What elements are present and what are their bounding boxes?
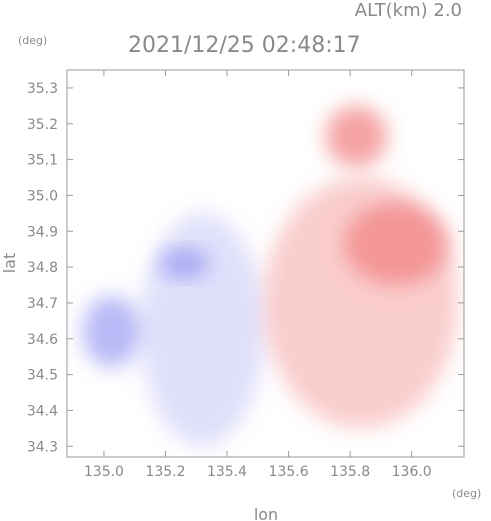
y-tick-label: 34.9 [27,224,58,240]
chart-subtitle: ALT(km) 2.0 [355,0,462,21]
y-unit-label: (deg) [18,34,47,47]
x-tick-label: 135.6 [269,464,309,480]
plot-area [82,105,458,447]
heatmap-region-0 [140,213,264,447]
heatmap-layer [82,105,458,447]
plot-frame [66,69,465,458]
heatmap-region-4 [343,202,449,285]
x-unit-label: (deg) [452,487,481,500]
x-tick-label: 135.4 [207,464,247,480]
y-tick-label: 35.0 [27,188,58,204]
y-axis-ticks: 34.3 34.4 34.5 34.6 34.7 34.8 34.9 35.0 35.1 35.2… [27,81,464,455]
y-tick-label: 34.3 [27,439,58,455]
y-tick-label: 34.8 [27,260,58,276]
y-tick-label: 35.2 [27,117,58,133]
y-tick-label: 34.7 [27,296,58,312]
y-tick-label: 34.6 [27,332,58,348]
x-tick-label: 135.0 [84,464,124,480]
heatmap-region-2 [159,249,209,278]
y-axis-label: lat [0,253,19,274]
x-axis-ticks: 135.0 135.2 135.4 135.6 135.8 136.0 [84,70,432,480]
x-tick-label: 135.8 [330,464,370,480]
y-tick-label: 35.1 [27,153,58,169]
y-tick-label: 35.3 [27,81,58,97]
x-tick-label: 136.0 [392,464,432,480]
heatmap-region-1 [82,295,141,368]
x-axis-label: lon [254,505,278,521]
y-tick-label: 34.4 [27,403,58,419]
y-tick-label: 34.5 [27,368,58,384]
chart-title: 2021/12/25 02:48:17 [128,33,361,58]
heatmap-region-5 [325,105,388,167]
x-tick-label: 135.2 [145,464,185,480]
